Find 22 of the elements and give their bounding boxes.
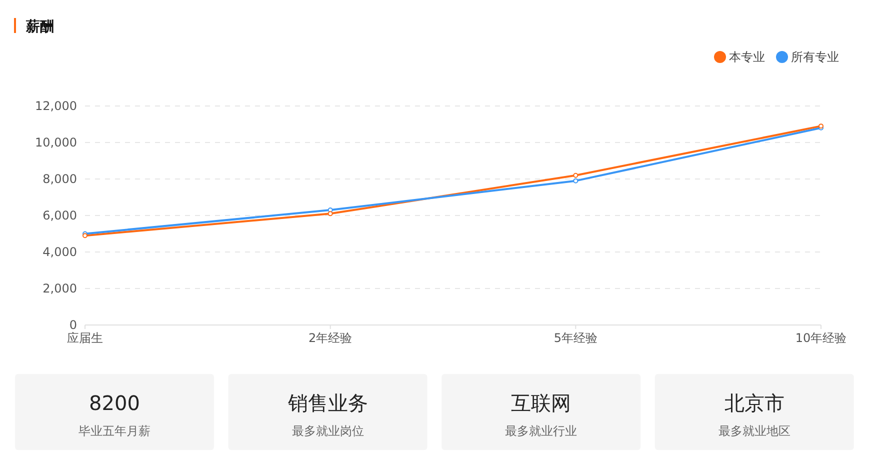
y-tick-label: 4,000 (42, 245, 77, 259)
text: 最多就业岗位 (292, 424, 364, 438)
y-tick-label: 2,000 (42, 282, 77, 296)
text: 最多就业地区 (718, 424, 790, 438)
y-tick-label: 6,000 (42, 208, 77, 222)
text: 最多就业行业 (505, 424, 578, 438)
y-tick-label: 12,000 (35, 99, 77, 113)
text: 北京市 (724, 391, 784, 415)
text: 互联网 (511, 391, 572, 415)
text: 8200 (89, 391, 140, 415)
chart-title: 薪酬 (25, 19, 54, 35)
legend-label: 所有专业 (791, 50, 839, 64)
y-tick-label: 0 (69, 318, 77, 332)
x-tick-label: 10年经验 (795, 331, 847, 345)
y-tick-label: 10,000 (35, 136, 77, 150)
y-tick-label: 8,000 (42, 172, 77, 186)
legend-label: 本专业 (729, 50, 765, 64)
x-tick-label: 应届生 (67, 331, 103, 345)
x-tick-label: 2年经验 (308, 331, 352, 345)
text: 毕业五年月薪 (78, 424, 150, 438)
text: 销售业务 (286, 391, 368, 415)
x-tick-label: 5年经验 (554, 331, 598, 345)
